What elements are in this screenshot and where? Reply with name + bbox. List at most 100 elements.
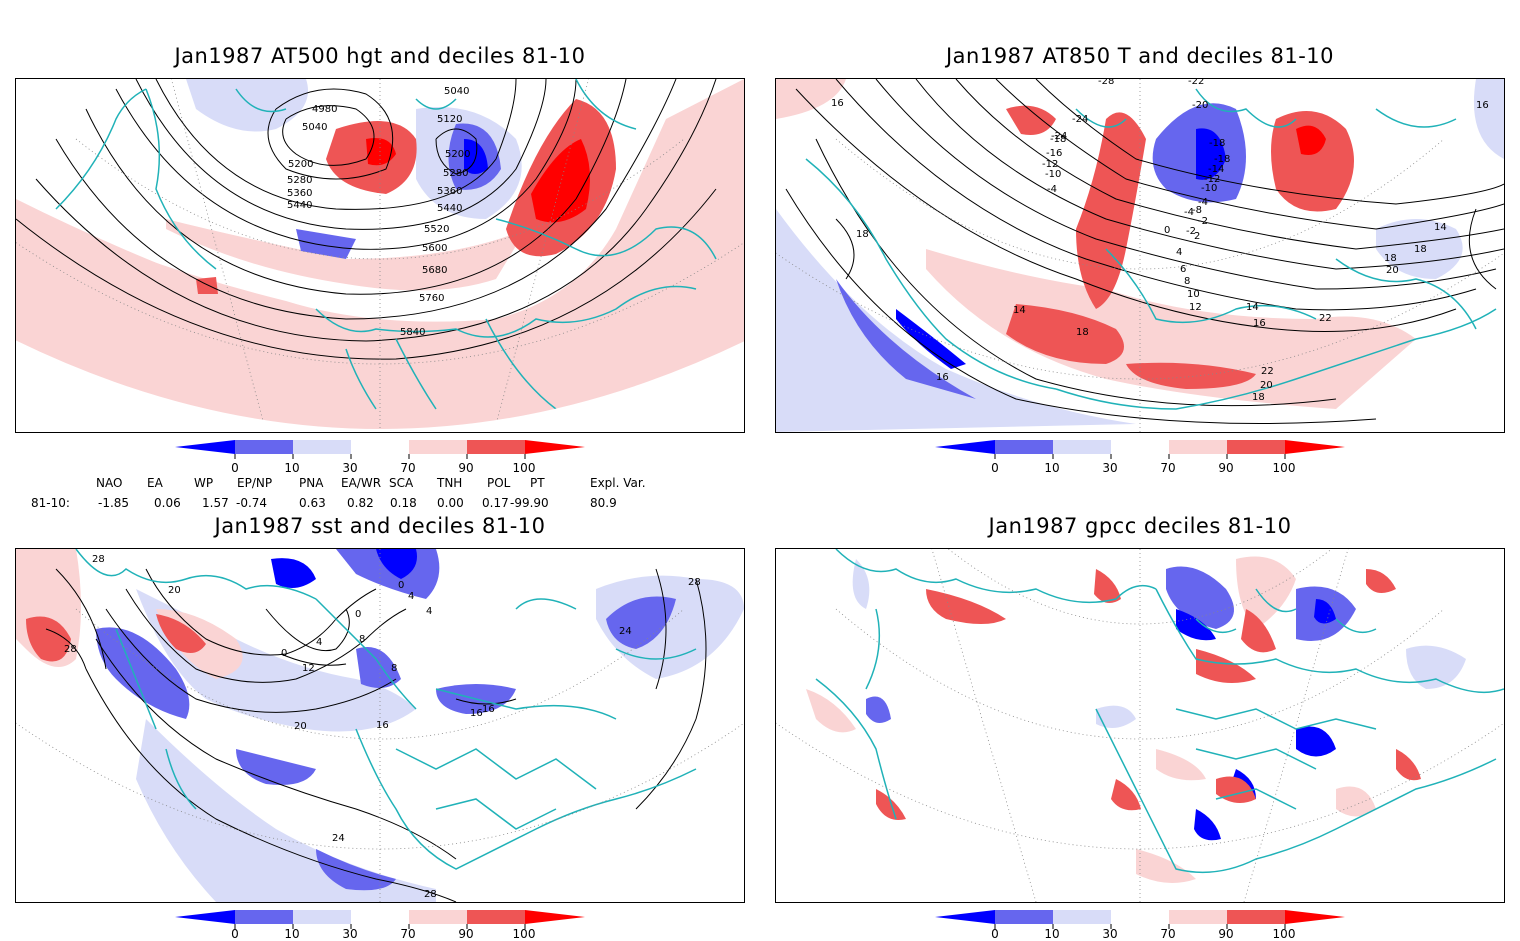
teleconnection-table: NAO EA WP EP/NP PNA EA/WR SCA TNH POL PT… [0,474,760,514]
contour-label: 5120 [437,114,462,125]
contour-label: 8 [359,634,365,645]
contour-label: -24 [1072,114,1088,125]
colorbar-arrow-low [175,440,235,454]
map-t850: 16 16 -28 -22 -24 -24 -20 -18 -18 -16 -1… [776,79,1504,432]
contour-label: 14 [1434,222,1447,233]
contour-label: 0 [398,580,404,591]
index-name: SCA [389,476,414,490]
colorbar-tick: 10 [1044,461,1060,475]
colorbar-tick: 100 [512,927,536,941]
panel-title-t850: Jan1987 AT850 T and deciles 81-10 [945,44,1335,68]
contour-label: -4 [1047,184,1057,195]
colorbar-tick: 90 [458,927,474,941]
index-value: 0.63 [299,496,326,510]
colorbar-segment [467,440,525,454]
contour-label: -12 [1204,174,1220,185]
colorbar-tick: 10 [284,461,300,475]
colorbar-segment [1227,910,1285,924]
colorbar-ticks: 0 10 30 70 90 100 [935,927,1355,941]
colorbar-arrow-high [1285,910,1345,924]
colorbar-tick: 70 [1160,461,1176,475]
colorbar-segment [235,440,293,454]
contour-label: -22 [1188,79,1204,87]
index-value: 80.9 [590,496,617,510]
contour-label: 22 [1319,313,1332,324]
contour-label: -24 [1051,131,1067,142]
contour-label: 5520 [424,224,449,235]
colorbar-segment [995,440,1053,454]
panel-title-gpcc: Jan1987 gpcc deciles 81-10 [988,514,1292,538]
panel-title-sst: Jan1987 sst and deciles 81-10 [214,514,546,538]
colorbar-segment [293,440,351,454]
colorbar-tick: 10 [284,927,300,941]
contour-label: -12 [1042,159,1058,170]
contour-label: 4 [1176,247,1182,258]
index-name: TNH [437,476,463,490]
index-name: Expl. Var. [590,476,646,490]
colorbar-ticks: 0 10 30 70 90 100 [935,461,1355,475]
colorbar-segment [467,910,525,924]
contour-label: -10 [1201,183,1217,194]
contour-label: 0 [1164,225,1170,236]
contour-label: -2 [1198,216,1208,227]
colorbar-segment [1053,910,1111,924]
teleconnection-values-row: 81-10: -1.85 0.06 1.57 -0.74 0.63 0.82 0… [0,496,760,512]
index-value: 1.57 [202,496,229,510]
contour-label: 22 [1261,366,1274,377]
contour-label: 8 [1184,276,1190,287]
index-value: 0.18 [390,496,417,510]
contour-label: 16 [936,372,949,383]
contour-label: 28 [424,889,437,900]
colorbar-arrow-high [525,910,585,924]
contour-label: 16 [482,704,495,715]
contour-label: 5360 [437,186,462,197]
index-name: PNA [299,476,324,490]
colorbar-tick: 30 [342,461,358,475]
colorbar-ticks: 0 10 30 70 90 100 [175,927,595,941]
contour-label: 4980 [312,104,337,115]
colorbar-arrow-low [175,910,235,924]
contour-label: 5600 [422,243,447,254]
contour-label: 5040 [302,122,327,133]
contour-label: 4 [426,606,432,617]
colorbar-segment [1169,910,1227,924]
contour-label: 5200 [445,149,470,160]
colorbar-swatches [935,910,1345,929]
colorbar-tick: 0 [991,461,999,475]
contour-label: -4 [1184,207,1194,218]
index-name: PT [530,476,545,490]
colorbar-tick: 70 [400,461,416,475]
contour-label: 28 [64,644,77,655]
contour-label: -2 [1186,226,1196,237]
contour-label: 14 [1013,305,1026,316]
contour-label: 4 [316,637,322,648]
contour-label: 2 [1194,231,1200,242]
contour-label: 14 [1246,302,1259,313]
colorbar-tick: 30 [1102,461,1118,475]
teleconnection-header-row: NAO EA WP EP/NP PNA EA/WR SCA TNH POL PT… [0,476,760,492]
index-value: 0.17 [482,496,509,510]
colorbar-tick: 30 [342,927,358,941]
colorbar-segment [409,440,467,454]
map-panel-t850: 16 16 -28 -22 -24 -24 -20 -18 -18 -16 -1… [775,78,1505,433]
index-value: 0.00 [437,496,464,510]
colorbar-tick: 0 [231,927,239,941]
colorbar-tick: 10 [1044,927,1060,941]
colorbar-tick: 0 [991,927,999,941]
index-name: EP/NP [237,476,273,490]
contour-label: 5040 [444,86,469,97]
contour-label: -18 [1214,154,1230,165]
contour-label: -14 [1208,164,1224,175]
colorbar-segment [293,910,351,924]
colorbar-tick: 70 [400,927,416,941]
contour-label: -16 [1046,148,1062,159]
contour-label: 5440 [287,200,312,211]
map-panel-hgt: 4980 5040 5040 5120 5200 5200 5280 5280 … [15,78,745,433]
contour-label: -4 [1198,197,1208,208]
colorbar-tick: 70 [1160,927,1176,941]
contour-label: 28 [688,577,701,588]
colorbar-segment [995,910,1053,924]
colorbar-swatches [175,440,585,459]
colorbar-swatches [175,910,585,929]
colorbar-arrow-low [935,910,995,924]
